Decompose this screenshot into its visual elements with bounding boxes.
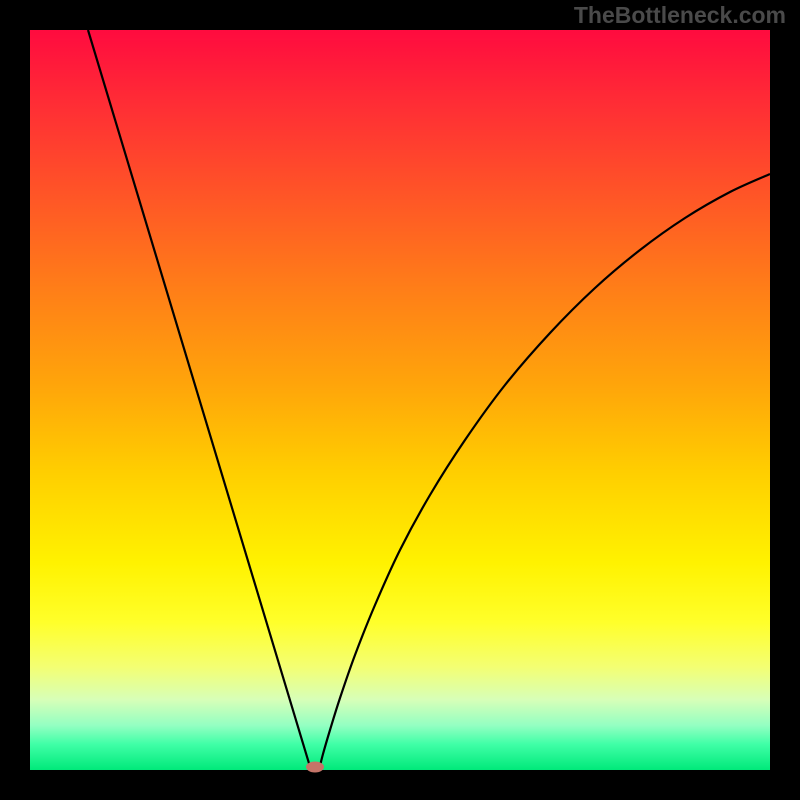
gradient-background — [30, 30, 770, 770]
bottleneck-chart — [0, 0, 800, 800]
watermark-text: TheBottleneck.com — [574, 2, 786, 29]
minimum-marker — [306, 762, 324, 773]
chart-container: TheBottleneck.com — [0, 0, 800, 800]
plot-area — [30, 30, 770, 773]
